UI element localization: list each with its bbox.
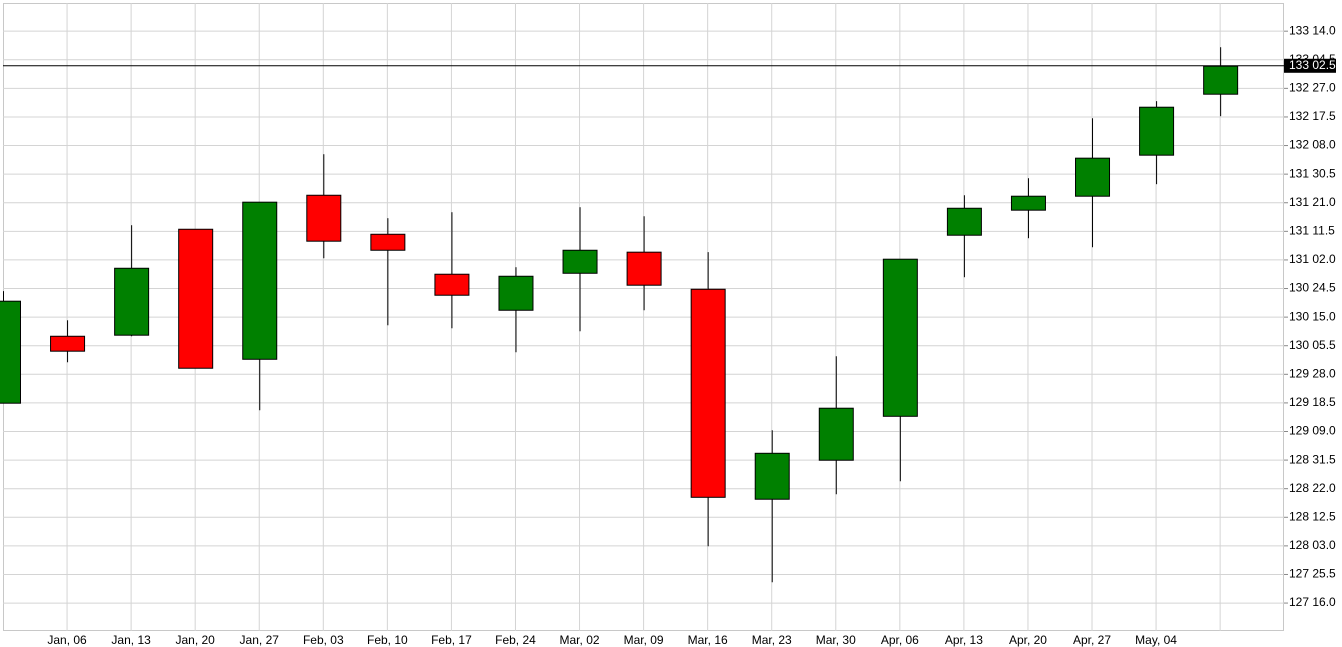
- candle-body: [754, 452, 790, 500]
- y-tick-label: 133 14.0: [1289, 23, 1336, 37]
- candle-body: [818, 407, 854, 461]
- y-tick-label: 128 12.5: [1289, 509, 1336, 523]
- candle-body: [626, 251, 662, 286]
- x-tick-label: Apr, 06: [881, 633, 919, 647]
- y-tick-label: 130 24.5: [1289, 281, 1336, 295]
- x-tick-label: Jan, 06: [47, 633, 87, 647]
- y-tick-label: 129 09.0: [1289, 424, 1336, 438]
- x-tick-label: Mar, 23: [752, 633, 792, 647]
- x-tick-label: Apr, 27: [1073, 633, 1111, 647]
- candle-body: [178, 228, 214, 369]
- y-tick-label: 130 05.5: [1289, 338, 1336, 352]
- y-tick-label: 128 03.0: [1289, 538, 1336, 552]
- y-tick-label: 131 21.0: [1289, 195, 1336, 209]
- y-tick-label: 128 22.0: [1289, 481, 1336, 495]
- y-tick-label: 129 28.0: [1289, 366, 1336, 380]
- current-price-label: 133 02.5: [1289, 58, 1336, 72]
- y-tick-label: 131 30.5: [1289, 166, 1336, 180]
- y-tick-label: 131 11.5: [1289, 224, 1335, 238]
- x-tick-label: Jan, 20: [175, 633, 215, 647]
- candle-body: [498, 275, 534, 311]
- candle-body: [882, 258, 918, 417]
- y-tick-label: 130 15.0: [1289, 309, 1336, 323]
- x-tick-label: Feb, 10: [367, 633, 408, 647]
- x-tick-label: Mar, 02: [560, 633, 600, 647]
- candle-body: [0, 300, 21, 404]
- y-tick-label: 128 31.5: [1289, 452, 1336, 466]
- current-price-box: [1284, 58, 1336, 73]
- x-tick-label: Feb, 17: [431, 633, 472, 647]
- y-tick-label: 132 17.5: [1289, 109, 1336, 123]
- x-tick-label: May, 04: [1135, 633, 1177, 647]
- x-tick-label: Jan, 27: [240, 633, 280, 647]
- candle-body: [434, 273, 470, 296]
- candle-body: [1203, 65, 1239, 95]
- candle-body: [306, 194, 342, 242]
- candle-body: [1075, 157, 1111, 197]
- candle-body: [370, 233, 406, 251]
- y-tick-label: 129 18.5: [1289, 395, 1336, 409]
- x-tick-label: Feb, 24: [495, 633, 536, 647]
- y-tick-label: 132 27.0: [1289, 81, 1336, 95]
- x-tick-label: Jan, 13: [111, 633, 151, 647]
- y-tick-label: 132 08.0: [1289, 138, 1336, 152]
- x-tick-label: Mar, 09: [624, 633, 664, 647]
- candle-body: [562, 249, 598, 274]
- x-tick-label: Mar, 30: [816, 633, 856, 647]
- y-tick-label: 127 16.0: [1289, 595, 1336, 609]
- x-tick-label: Apr, 20: [1009, 633, 1047, 647]
- candle-body: [50, 335, 86, 352]
- y-tick-label: 131 02.0: [1289, 252, 1336, 266]
- x-tick-label: Apr, 13: [945, 633, 983, 647]
- x-tick-label: Mar, 16: [688, 633, 728, 647]
- candle-body: [114, 267, 150, 336]
- candle-body: [946, 207, 982, 236]
- x-tick-label: Feb, 03: [303, 633, 344, 647]
- candle-body: [242, 201, 278, 360]
- candle-body: [1010, 195, 1046, 211]
- y-tick-label: 127 25.5: [1289, 567, 1336, 581]
- candle-body: [1139, 106, 1175, 156]
- candle-body: [690, 288, 726, 498]
